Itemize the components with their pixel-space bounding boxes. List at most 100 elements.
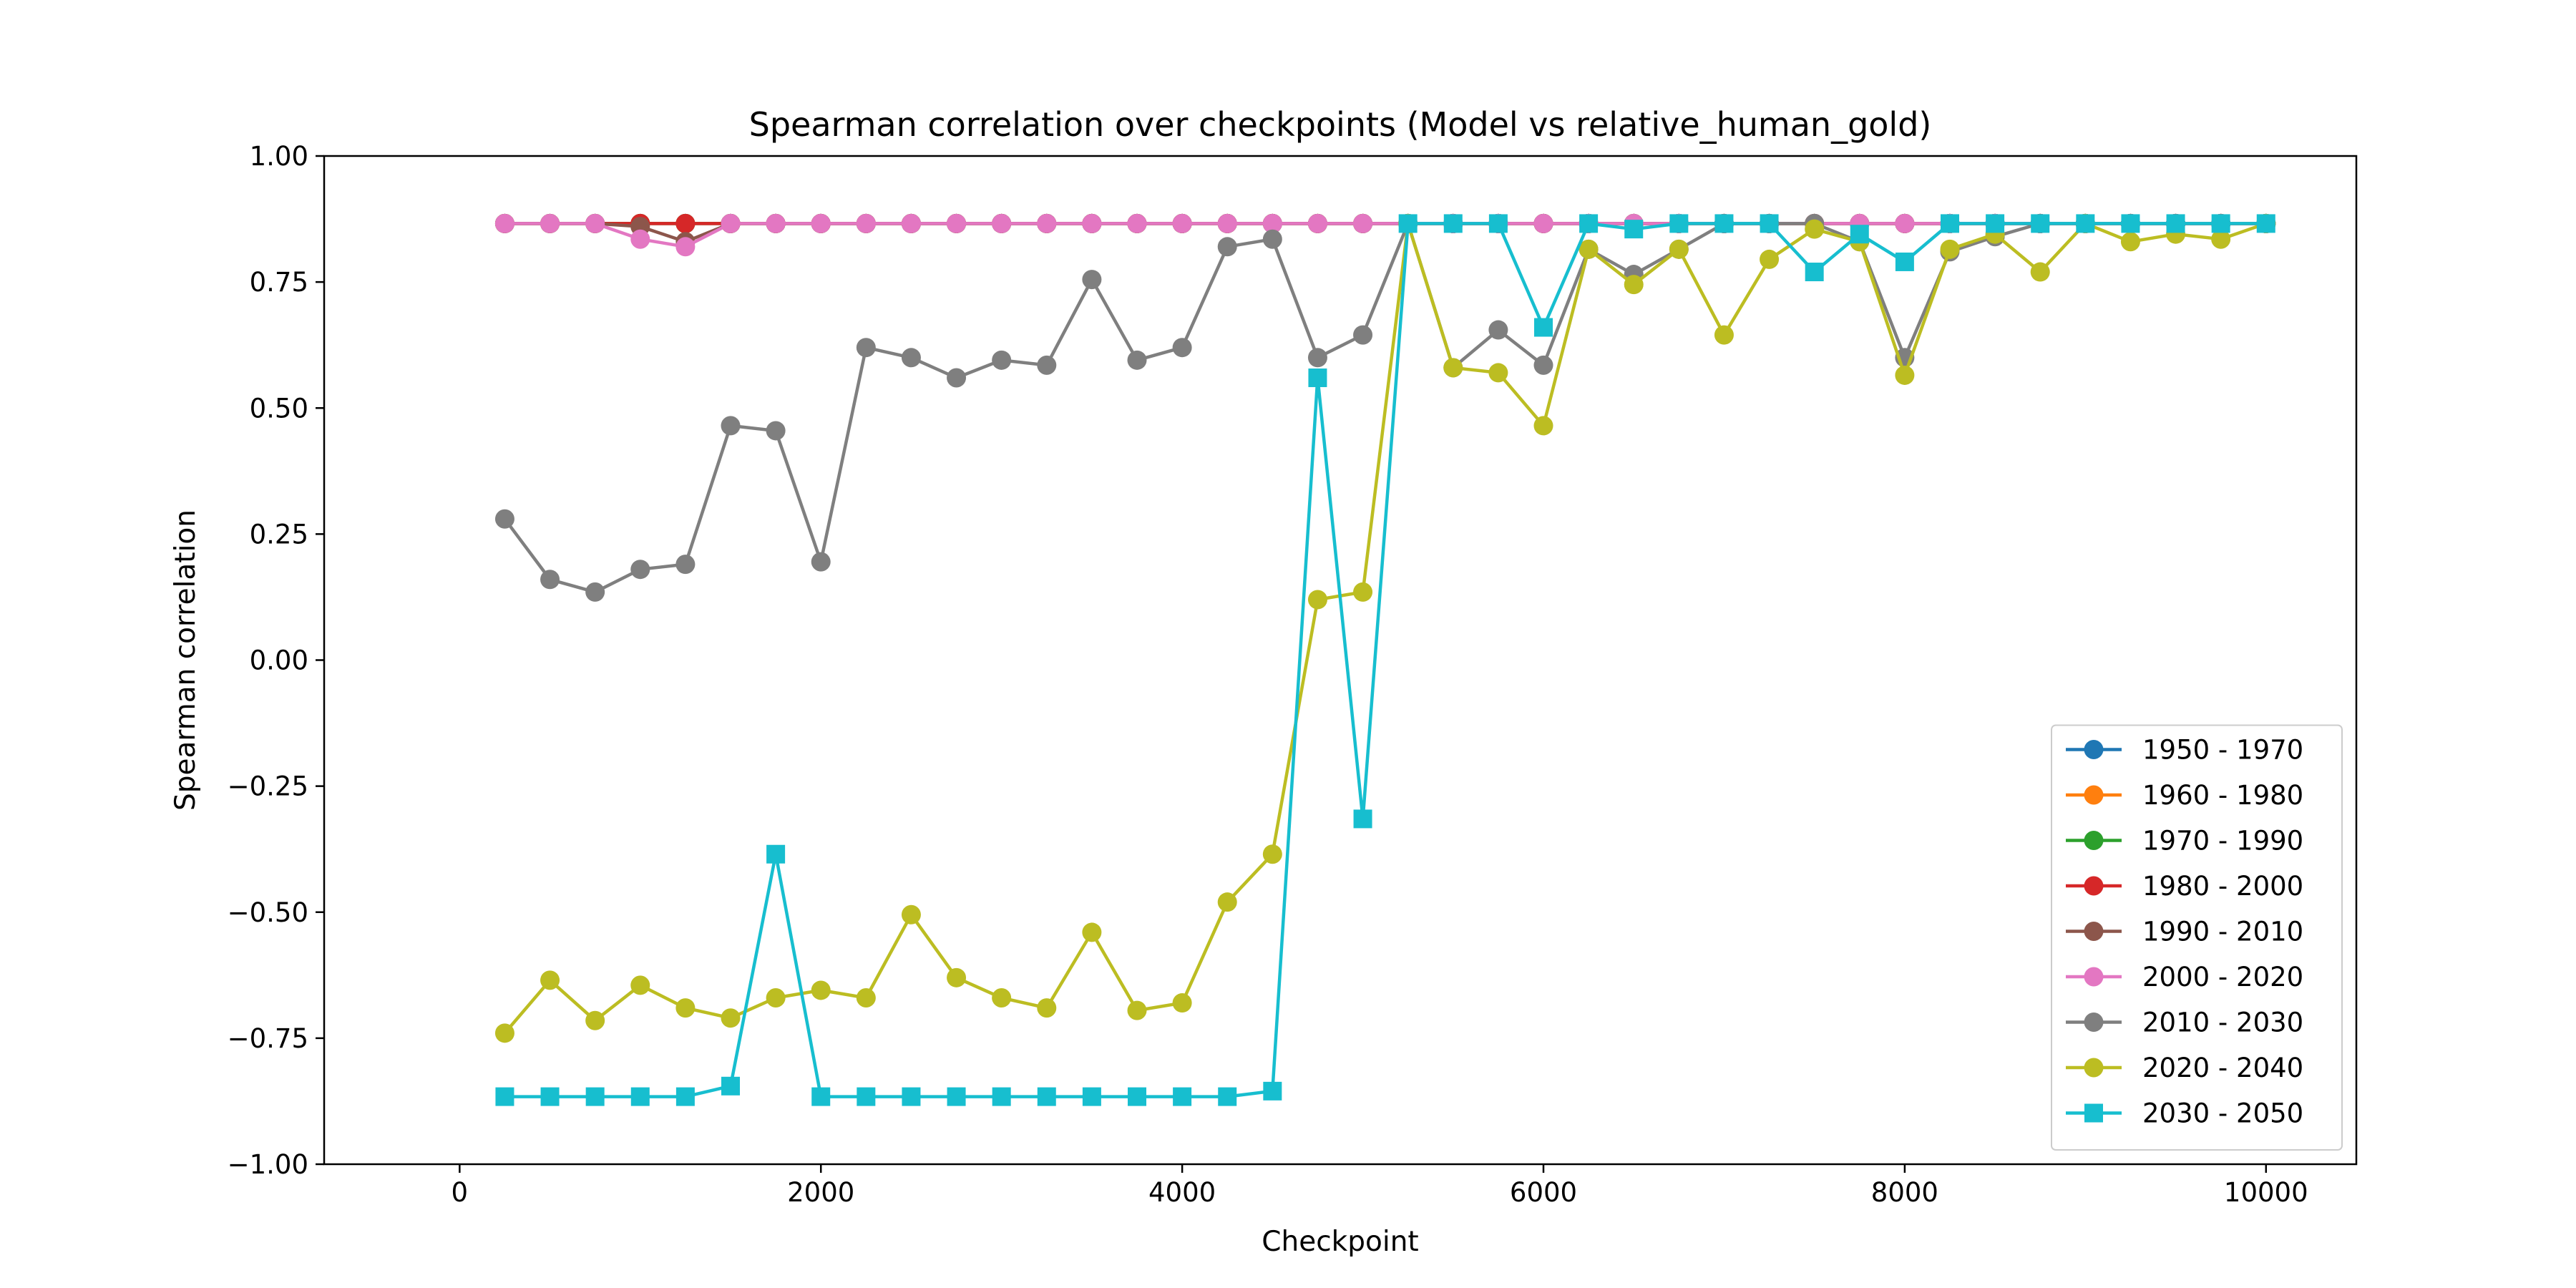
legend-marker xyxy=(2084,876,2104,896)
data-point xyxy=(540,970,560,990)
data-point xyxy=(630,229,650,249)
legend-label: 2030 - 2050 xyxy=(2142,1098,2303,1129)
data-point xyxy=(1037,1087,1056,1106)
data-point xyxy=(1579,214,1599,233)
data-point xyxy=(1624,220,1644,239)
data-point xyxy=(675,555,696,575)
data-point xyxy=(1127,1000,1147,1020)
legend-item: 1950 - 1970 xyxy=(2066,735,2303,766)
data-point xyxy=(1262,213,1282,233)
data-point xyxy=(1353,213,1373,233)
y-tick-label: 1.00 xyxy=(250,141,308,172)
data-point xyxy=(947,1087,966,1106)
data-point xyxy=(1172,993,1192,1013)
data-point xyxy=(901,213,921,233)
data-point xyxy=(856,988,876,1008)
data-point xyxy=(1263,1081,1282,1101)
data-point xyxy=(540,1087,560,1106)
data-point xyxy=(766,213,786,233)
data-point xyxy=(1353,582,1373,602)
data-point xyxy=(721,416,741,436)
legend-item: 1960 - 1980 xyxy=(2066,780,2303,811)
legend-item: 1980 - 2000 xyxy=(2066,871,2303,902)
legend-item: 2030 - 2050 xyxy=(2066,1098,2303,1129)
y-tick-label: 0.00 xyxy=(250,645,308,676)
data-point xyxy=(2211,229,2231,249)
data-point xyxy=(1850,225,1869,244)
data-point xyxy=(585,213,605,233)
y-tick-label: −0.25 xyxy=(228,771,308,802)
data-point xyxy=(2120,232,2140,252)
data-point xyxy=(1443,358,1463,378)
data-point xyxy=(947,967,967,987)
data-point xyxy=(1218,1087,1237,1106)
data-point xyxy=(992,213,1012,233)
legend-label: 1990 - 2010 xyxy=(2142,917,2303,947)
data-point xyxy=(585,1010,605,1030)
x-axis-label: Checkpoint xyxy=(1262,1226,1418,1258)
legend-item: 1990 - 2010 xyxy=(2066,917,2303,947)
legend-marker xyxy=(2084,922,2104,941)
y-tick-label: 0.50 xyxy=(250,393,308,424)
data-point xyxy=(2211,214,2230,233)
data-point xyxy=(721,213,741,233)
data-point xyxy=(1805,219,1825,239)
data-point xyxy=(1986,214,2005,233)
data-point xyxy=(947,213,967,233)
data-point xyxy=(1173,1087,1192,1106)
data-point xyxy=(1037,998,1057,1018)
legend-item: 2010 - 2030 xyxy=(2066,1008,2303,1038)
data-point xyxy=(1172,338,1192,358)
data-point xyxy=(766,988,786,1008)
y-tick-label: −0.50 xyxy=(228,897,308,928)
data-point xyxy=(1217,237,1237,257)
data-point xyxy=(857,1087,876,1106)
data-point xyxy=(1217,213,1237,233)
data-point xyxy=(675,998,696,1018)
data-point xyxy=(1443,214,1463,233)
x-tick-label: 6000 xyxy=(1510,1177,1577,1208)
data-point xyxy=(1307,348,1327,368)
data-point xyxy=(1895,365,1915,385)
data-point xyxy=(630,560,650,580)
data-point xyxy=(1082,270,1102,290)
data-point xyxy=(1262,844,1282,864)
y-tick-label: −1.00 xyxy=(228,1149,308,1180)
legend-marker xyxy=(2084,785,2104,805)
chart-title: Spearman correlation over checkpoints (M… xyxy=(749,105,1932,144)
data-point xyxy=(675,237,696,257)
data-point xyxy=(1127,213,1147,233)
legend: 1950 - 1970 1960 - 1980 1970 - 1990 1980 - … xyxy=(2051,724,2343,1151)
data-point xyxy=(675,213,696,233)
data-point xyxy=(811,980,831,1000)
data-point xyxy=(2076,214,2095,233)
data-point xyxy=(1533,355,1553,375)
data-point xyxy=(1760,214,1779,233)
data-point xyxy=(1307,213,1327,233)
data-point xyxy=(495,1087,514,1106)
legend-label: 2010 - 2030 xyxy=(2142,1008,2303,1038)
data-point xyxy=(1534,318,1553,337)
data-point xyxy=(1082,213,1102,233)
legend-label: 1960 - 1980 xyxy=(2142,780,2303,811)
x-tick-label: 10000 xyxy=(2224,1177,2308,1208)
data-point xyxy=(811,552,831,572)
series-line xyxy=(503,222,2267,1035)
data-point xyxy=(540,213,560,233)
data-point xyxy=(1082,922,1102,942)
data-point xyxy=(1714,214,1734,233)
legend-marker xyxy=(2084,1103,2103,1123)
series-line xyxy=(504,222,2266,1098)
data-point xyxy=(494,213,514,233)
data-point xyxy=(540,570,560,590)
data-point xyxy=(1127,350,1147,370)
legend-label: 2020 - 2040 xyxy=(2142,1053,2303,1083)
data-point xyxy=(992,350,1012,370)
data-point xyxy=(1398,214,1418,233)
data-point xyxy=(1037,355,1057,375)
data-point xyxy=(1353,325,1373,345)
data-point xyxy=(1895,213,1915,233)
data-point xyxy=(766,844,786,864)
series-2030-2050 xyxy=(495,214,2275,1106)
data-point xyxy=(1262,229,1282,249)
